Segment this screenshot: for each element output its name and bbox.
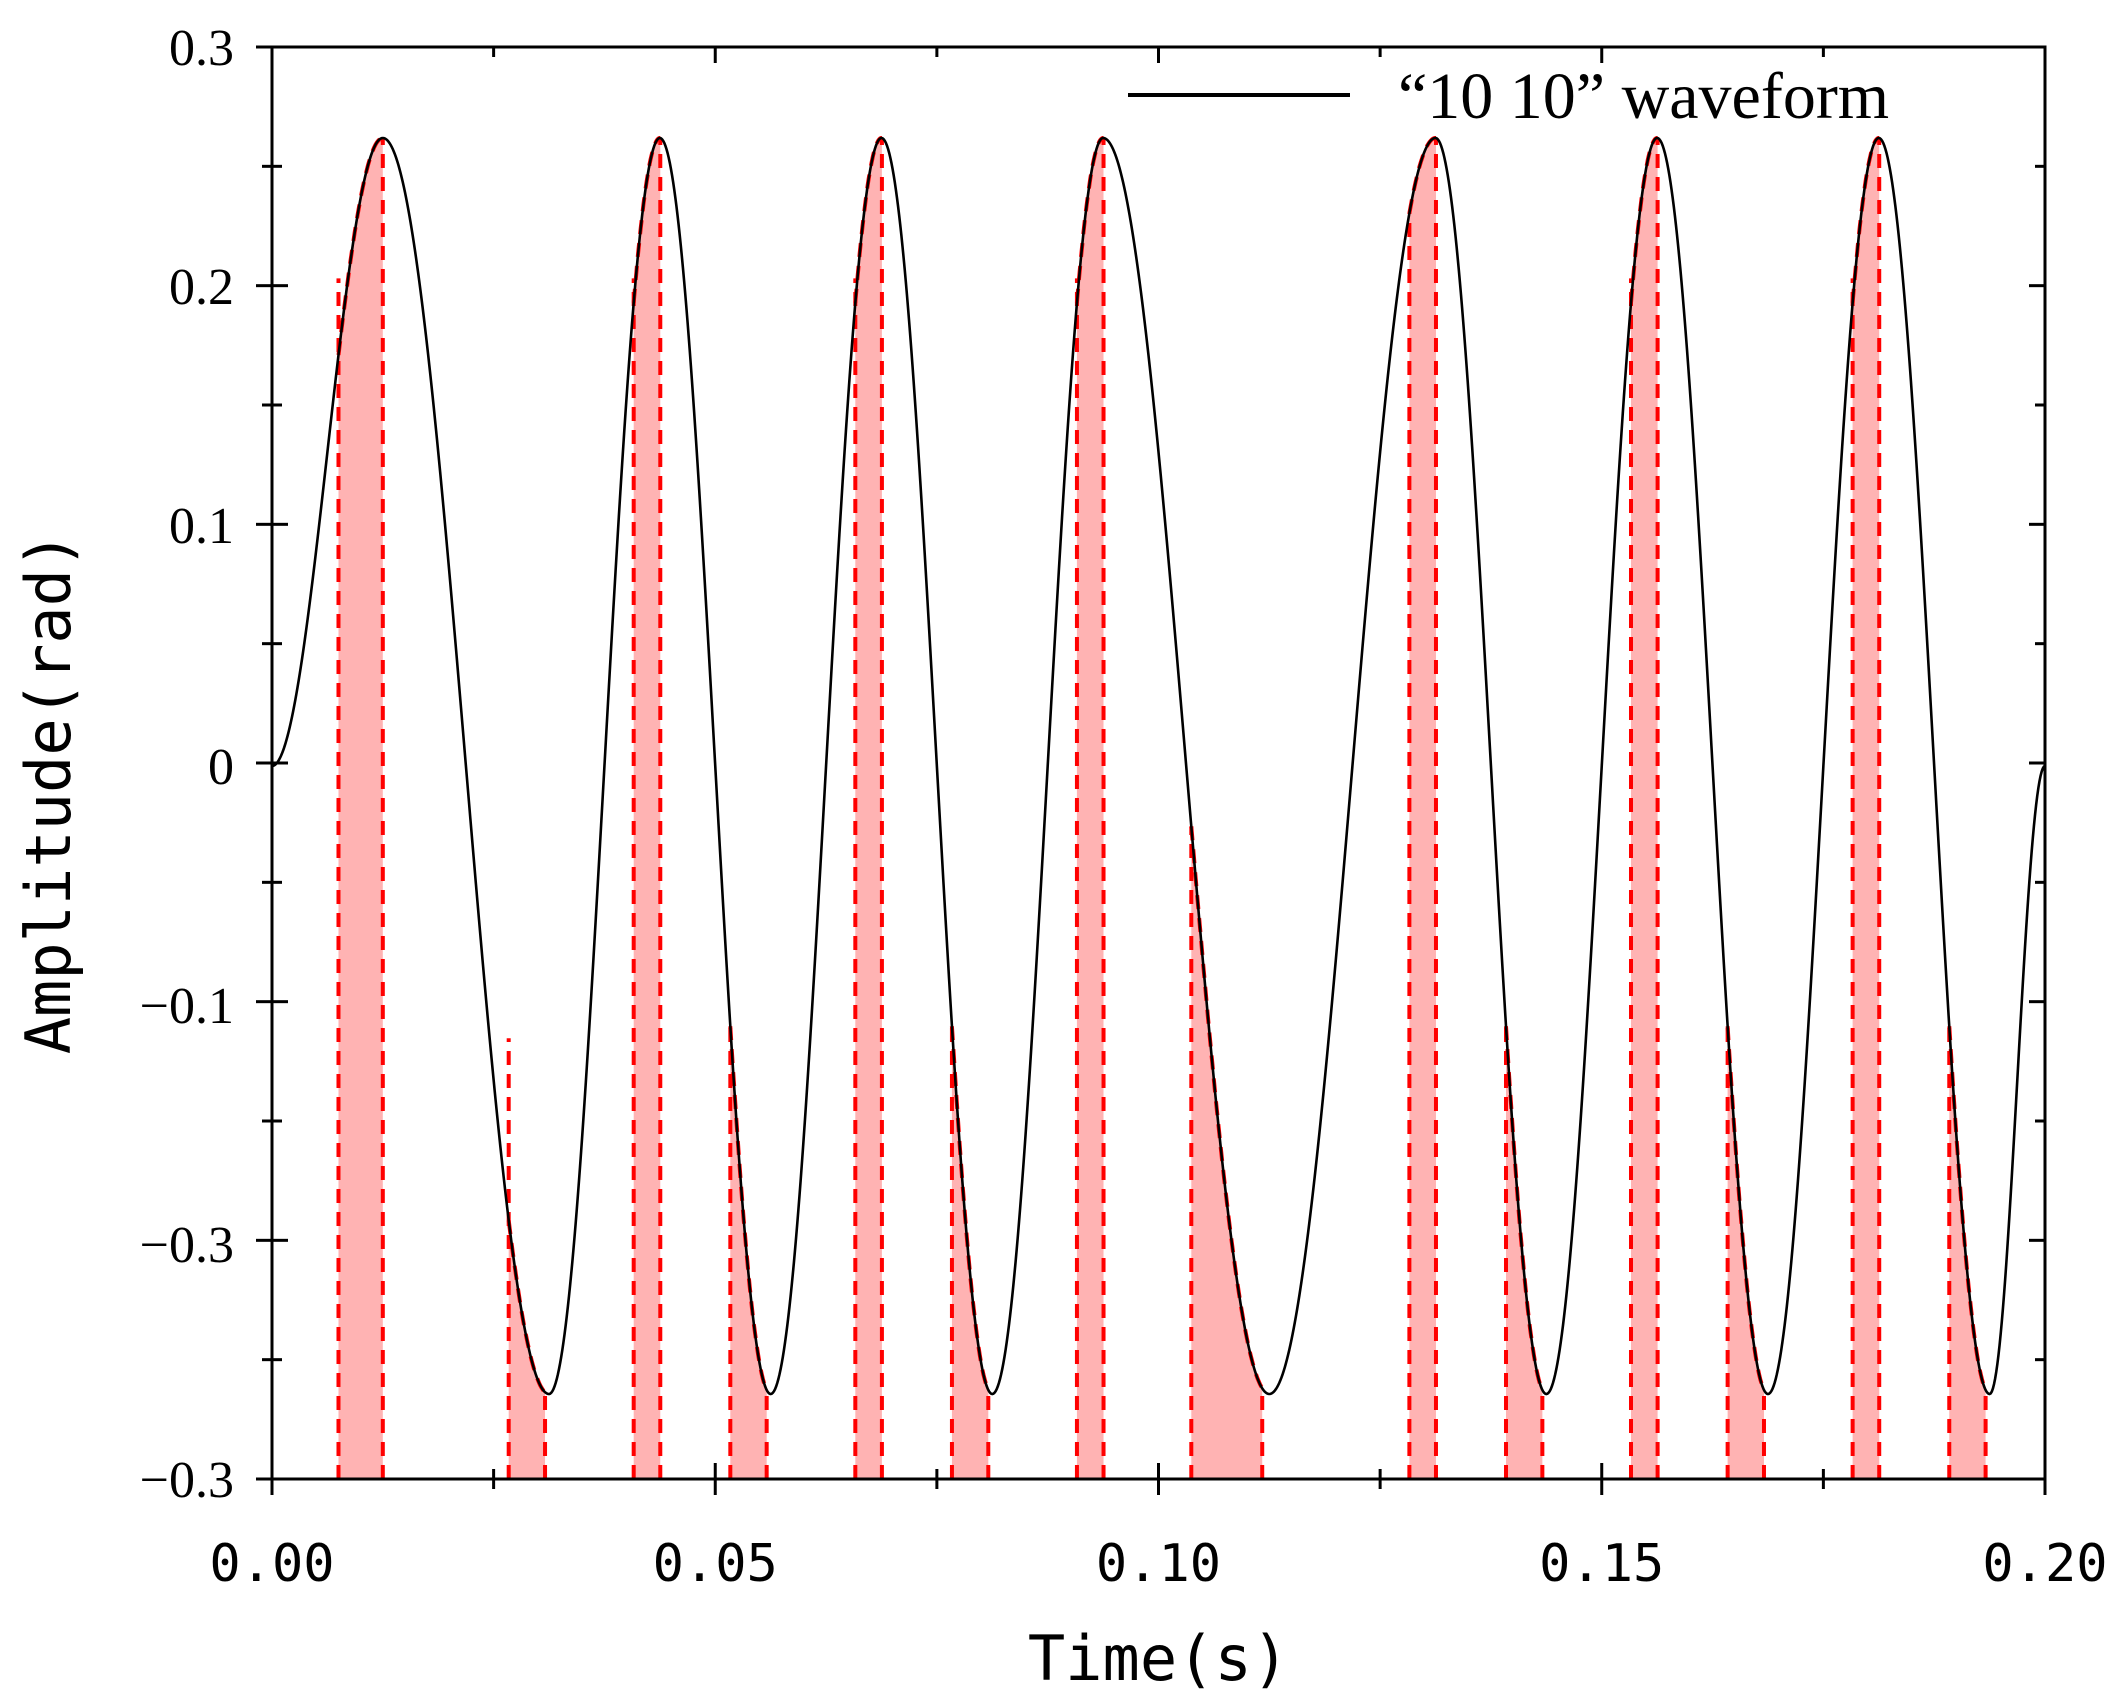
plot-frame [270,45,2047,1481]
x-tick-label: 0.15 [1539,1534,1664,1594]
shaded-region [1852,138,1880,1479]
y-tick-label: 0 [208,739,234,796]
waveform-line [271,136,2046,1396]
shaded-region [1727,1026,1764,1479]
axis-ticks [256,45,2047,1495]
y-tick-label: −0.3 [140,1452,234,1509]
y-tick-label: 0.1 [169,498,234,555]
y-axis-title: Amplitude(rad) [12,532,85,1055]
shaded-region [1191,826,1263,1479]
x-tick-label: 0.05 [653,1534,778,1594]
y-tick-labels: 0.3 0.2 0.1 0 −0.1 −0.3 −0.3 [140,20,234,1509]
x-tick-labels: 0.00 0.05 0.10 0.15 0.20 [209,1534,2107,1594]
y-tick-label: −0.3 [140,1217,234,1274]
y-tick-label: −0.1 [140,978,234,1035]
shaded-region [1631,138,1658,1479]
waveform-series [271,136,2046,1396]
y-tick-label: 0.2 [169,259,234,316]
shaded-region [951,1026,989,1479]
shaded-region [1409,138,1436,1479]
x-tick-label: 0.20 [1982,1534,2107,1594]
shaded-region [730,1026,767,1479]
shaded-region [855,138,882,1479]
shaded-regions [336,136,1988,1479]
shaded-region [338,138,383,1479]
legend: “10 10” waveform [1128,60,1889,133]
shaded-region [508,1220,546,1479]
shaded-region [633,138,661,1479]
x-tick-label: 0.00 [209,1534,334,1594]
x-axis-title: Time(s) [1028,1622,1289,1695]
legend-label: “10 10” waveform [1398,60,1889,133]
y-tick-label: 0.3 [169,20,234,77]
x-tick-label: 0.10 [1096,1534,1221,1594]
shaded-region [1949,1026,1986,1479]
shaded-region [1076,138,1104,1479]
shaded-region [1506,1026,1543,1479]
